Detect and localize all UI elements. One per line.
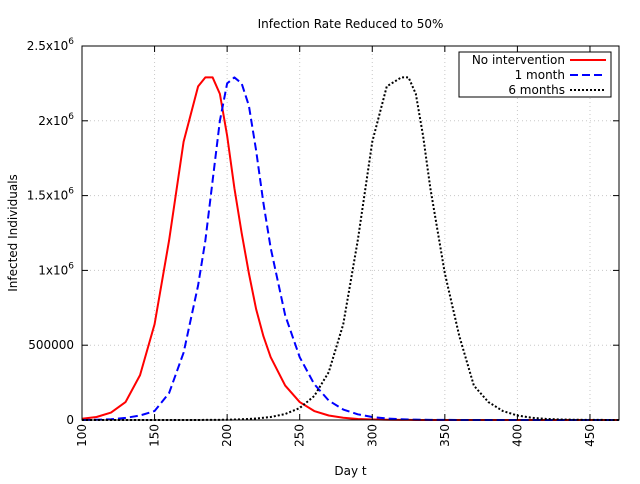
x-tick-label: 400 xyxy=(510,424,524,447)
x-tick-label: 350 xyxy=(438,424,452,447)
plot-frame xyxy=(81,45,620,421)
x-tick-label: 200 xyxy=(220,424,234,447)
y-tick-label: 0 xyxy=(66,413,74,427)
y-tick-label: 2.5x106 xyxy=(27,37,74,53)
chart-title: Infection Rate Reduced to 50% xyxy=(258,17,444,31)
series-line-1-month xyxy=(81,76,619,421)
y-tick-label: 500000 xyxy=(28,338,74,352)
x-tick-label: 150 xyxy=(148,424,162,447)
x-tick-label: 450 xyxy=(583,424,597,447)
grid xyxy=(82,46,619,420)
series-line-6-months xyxy=(82,76,620,421)
legend-label-1-month: 1 month xyxy=(515,68,565,82)
x-axis-label: Day t xyxy=(334,464,367,478)
y-tick-label: 1x106 xyxy=(38,261,74,277)
axis-ticks: 100 150 200 250 300 350 400 450 0 500000 1x106 1.5x… xyxy=(27,37,619,447)
series-lines xyxy=(81,76,620,421)
series-line-no-intervention xyxy=(81,76,619,421)
x-tick-label: 300 xyxy=(365,424,379,447)
x-tick-label: 100 xyxy=(75,424,89,447)
legend-label-no-intervention: No intervention xyxy=(472,53,565,67)
x-tick-label: 250 xyxy=(293,424,307,447)
y-axis-label: Infected Individuals xyxy=(6,174,20,292)
legend-label-6-months: 6 months xyxy=(508,83,565,97)
y-tick-label: 2x106 xyxy=(38,112,74,128)
y-tick-label: 1.5x106 xyxy=(27,187,74,203)
